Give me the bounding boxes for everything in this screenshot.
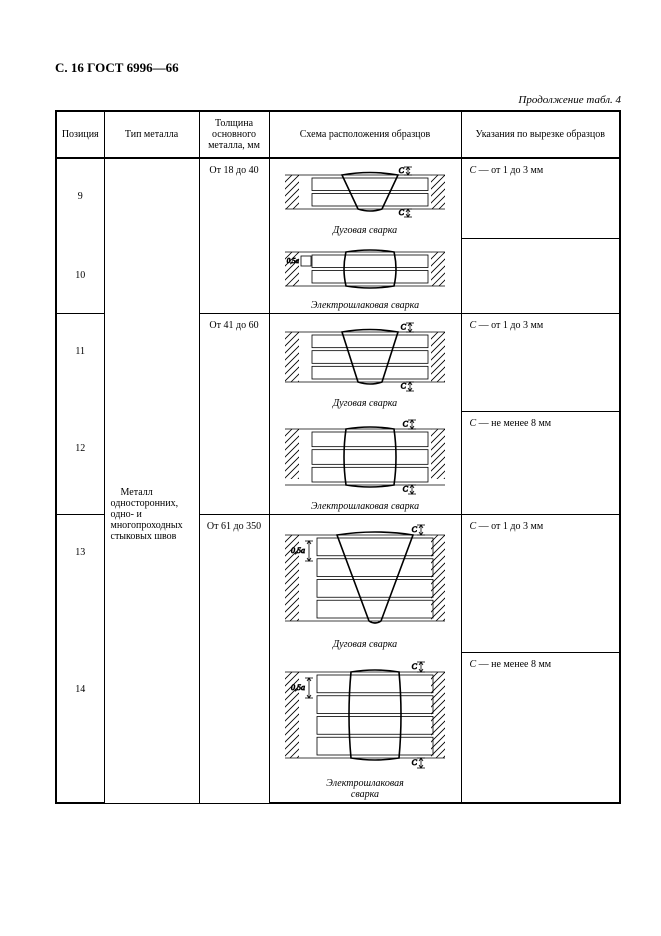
weld-diagram: C CДуговая сварка — [272, 163, 459, 236]
position-cell: 10 — [56, 238, 104, 314]
svg-text:0,5a: 0,5a — [291, 546, 305, 555]
note-cell: С — от 1 до 3 мм — [461, 515, 620, 653]
svg-text:C: C — [412, 525, 418, 534]
weld-diagram: C CДуговая сварка — [272, 318, 459, 409]
svg-text:C: C — [401, 322, 407, 331]
position-cell: 9 — [56, 158, 104, 238]
weld-diagram: 0,5aЭлектрошлаковая сварка — [272, 242, 459, 311]
thickness-cell: От 18 до 40 — [199, 158, 269, 314]
metal-type-cell: Металл односторонних, одно- и многопрохо… — [104, 158, 199, 803]
position-cell: 13 — [56, 515, 104, 653]
svg-text:C: C — [399, 208, 405, 217]
diagram-cell: 0,5aЭлектрошлаковая сварка — [269, 238, 461, 314]
svg-text:0,5a: 0,5a — [287, 257, 300, 265]
weld-diagram: C 0,5aДуговая сварка — [272, 519, 459, 650]
weld-diagram: C C 0,5aЭлектрошлаковаясварка — [272, 656, 459, 800]
diagram-cell: C C 0,5aЭлектрошлаковаясварка — [269, 652, 461, 803]
table-continuation-caption: Продолжение табл. 4 — [55, 94, 621, 106]
diagram-cell: C CДуговая сварка — [269, 158, 461, 238]
diagram-cell: C CЭлектрошлаковая сварка — [269, 411, 461, 515]
col-header-position: Позиция — [56, 111, 104, 158]
note-cell: С — от 1 до 3 мм — [461, 314, 620, 412]
diagram-cell: C 0,5aДуговая сварка — [269, 515, 461, 653]
svg-text:C: C — [399, 166, 405, 175]
note-cell: С — не менее 8 мм — [461, 411, 620, 515]
svg-text:0,5a: 0,5a — [291, 683, 305, 692]
col-header-diagram: Схема расположения образцов — [269, 111, 461, 158]
col-header-metal-type: Тип металла — [104, 111, 199, 158]
position-cell: 14 — [56, 652, 104, 803]
table-row: 9Металл односторонних, одно- и многопрох… — [56, 158, 620, 238]
thickness-cell: От 41 до 60 — [199, 314, 269, 515]
svg-text:C: C — [403, 484, 409, 493]
page-header: С. 16 ГОСТ 6996—66 — [55, 60, 621, 76]
svg-text:C: C — [412, 662, 418, 671]
position-cell: 11 — [56, 314, 104, 412]
diagram-cell: C CДуговая сварка — [269, 314, 461, 412]
position-cell: 12 — [56, 411, 104, 515]
note-cell — [461, 238, 620, 314]
col-header-notes: Указания по вырезке образцов — [461, 111, 620, 158]
svg-text:C: C — [401, 381, 407, 390]
col-header-thickness: Толщина основного металла, мм — [199, 111, 269, 158]
page: С. 16 ГОСТ 6996—66 Продолжение табл. 4 П… — [0, 0, 661, 936]
svg-text:C: C — [412, 758, 418, 767]
thickness-cell: От 61 до 350 — [199, 515, 269, 804]
svg-text:C: C — [403, 419, 409, 428]
table-header-row: Позиция Тип металла Толщина основного ме… — [56, 111, 620, 158]
weld-diagram: C CЭлектрошлаковая сварка — [272, 415, 459, 512]
note-cell: С — от 1 до 3 мм — [461, 158, 620, 238]
specimen-table: Позиция Тип металла Толщина основного ме… — [55, 110, 621, 804]
note-cell: С — не менее 8 мм — [461, 652, 620, 803]
